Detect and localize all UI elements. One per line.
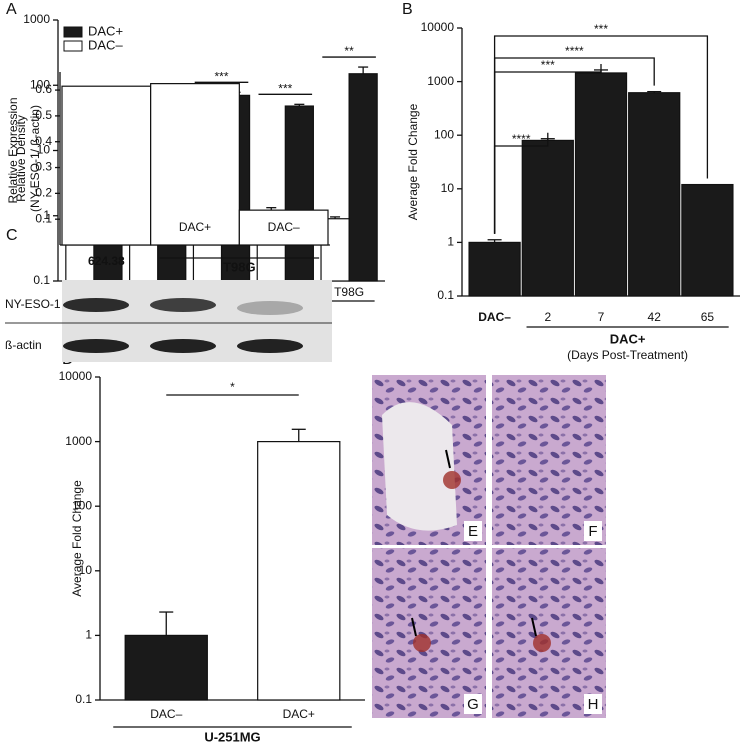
- x-tick-label: 42: [648, 310, 662, 324]
- y-axis-label: Average Fold Change: [406, 103, 420, 220]
- histology-image: [372, 548, 486, 718]
- bar: [521, 139, 574, 297]
- y-axis-label: (NY-ESO-1/ ß-actin): [28, 105, 42, 212]
- group-note: (Days Post-Treatment): [567, 348, 688, 362]
- y-tick-label: 10: [79, 563, 93, 577]
- panel-label: A: [6, 1, 17, 18]
- arrow: [411, 617, 417, 637]
- bar-label: DAC–: [268, 220, 300, 234]
- y-axis-label: Average Fold Change: [70, 480, 84, 597]
- sig-label: ****: [565, 44, 584, 58]
- sig-label: ***: [278, 82, 292, 96]
- stained-cell: [533, 634, 551, 652]
- bar: [628, 92, 681, 297]
- y-tick-label: 0.1: [75, 692, 92, 706]
- histology-image: [492, 375, 606, 545]
- stained-cell: [443, 471, 461, 489]
- image-label: H: [588, 696, 599, 713]
- bar-label: DAC+: [179, 220, 211, 234]
- bar: [681, 183, 734, 297]
- x-tick-label: 624.38: [88, 254, 125, 268]
- y-tick-label: 0.2: [35, 186, 52, 200]
- x-tick-label: DAC–: [150, 707, 182, 721]
- sig-label: ***: [214, 69, 228, 83]
- bar: [468, 241, 521, 297]
- x-tick-label: DAC+: [283, 707, 315, 721]
- y-tick-label: 0.3: [35, 160, 52, 174]
- y-tick-label: 100: [30, 77, 50, 91]
- legend-swatch: [63, 26, 83, 38]
- y-tick-label: 1000: [427, 74, 454, 88]
- bar: [124, 634, 208, 701]
- legend-label: DAC–: [88, 37, 123, 52]
- sig-label: ****: [512, 132, 531, 146]
- blot-row-label: ß-actin: [5, 338, 42, 352]
- stained-cell: [413, 634, 431, 652]
- y-tick-label: 10: [441, 181, 455, 195]
- y-tick-label: 100: [72, 498, 92, 512]
- image-label-box: [584, 521, 602, 541]
- x-tick-label: 7: [598, 310, 605, 324]
- group-label: DAC+: [610, 331, 646, 346]
- image-label: E: [468, 523, 478, 540]
- sig-label: ***: [541, 58, 555, 72]
- image-label-box: [464, 521, 482, 541]
- lumen: [382, 402, 457, 531]
- blot-band: [150, 339, 216, 353]
- y-tick-label: 10000: [59, 369, 93, 383]
- y-tick-label: 0.1: [33, 273, 50, 287]
- blot-row-label: NY-ESO-1: [5, 297, 61, 311]
- y-tick-label: 1: [43, 208, 50, 222]
- x-tick-label: T98G: [334, 285, 364, 299]
- x-tick-label: 65: [701, 310, 715, 324]
- bar: [150, 83, 240, 246]
- blot-band: [63, 298, 129, 312]
- group-label: U-251MG: [204, 729, 260, 744]
- bar: [574, 72, 628, 297]
- x-tick-label: DAC–: [478, 310, 511, 324]
- y-tick-label: 0.6: [35, 82, 52, 96]
- bar: [238, 209, 329, 246]
- y-axis-label: Relative Density: [14, 115, 28, 202]
- blot-band: [63, 339, 129, 353]
- bar: [257, 441, 341, 701]
- y-tick-label: 1: [85, 628, 92, 642]
- group-label: T98G: [223, 259, 256, 274]
- legend-swatch: [63, 40, 83, 52]
- y-tick-label: 0.1: [437, 288, 454, 302]
- image-label: F: [588, 523, 597, 540]
- image-label-box: [464, 694, 482, 714]
- sig-label: **: [344, 44, 354, 58]
- image-label-box: [584, 694, 602, 714]
- blot-band: [150, 298, 216, 312]
- sig-bracket: [493, 35, 709, 234]
- blot-band: [237, 339, 303, 353]
- bar: [284, 105, 314, 282]
- sig-label: *: [230, 380, 235, 394]
- y-tick-label: 0.1: [35, 211, 52, 225]
- y-tick-label: 1000: [65, 434, 92, 448]
- y-tick-label: 0.4: [35, 134, 52, 148]
- histology-image: [492, 548, 606, 718]
- y-tick-label: 10: [37, 143, 51, 157]
- bar: [61, 85, 152, 246]
- panel-label: C: [6, 227, 18, 244]
- bar: [348, 73, 378, 282]
- y-axis-label: Relative Expression: [6, 97, 20, 203]
- sig-label: ***: [594, 22, 608, 36]
- arrow: [531, 617, 537, 637]
- x-tick-label: 2: [544, 310, 551, 324]
- y-tick-label: 100: [434, 127, 454, 141]
- blot-band: [237, 301, 303, 315]
- legend-label: DAC+: [88, 23, 123, 38]
- arrow: [445, 449, 451, 469]
- y-tick-label: 1000: [23, 12, 50, 26]
- image-label: G: [467, 696, 479, 713]
- y-tick-label: 10000: [421, 20, 455, 34]
- y-tick-label: 1: [447, 235, 454, 249]
- y-tick-label: 0.5: [35, 108, 52, 122]
- panel-label: B: [402, 1, 413, 18]
